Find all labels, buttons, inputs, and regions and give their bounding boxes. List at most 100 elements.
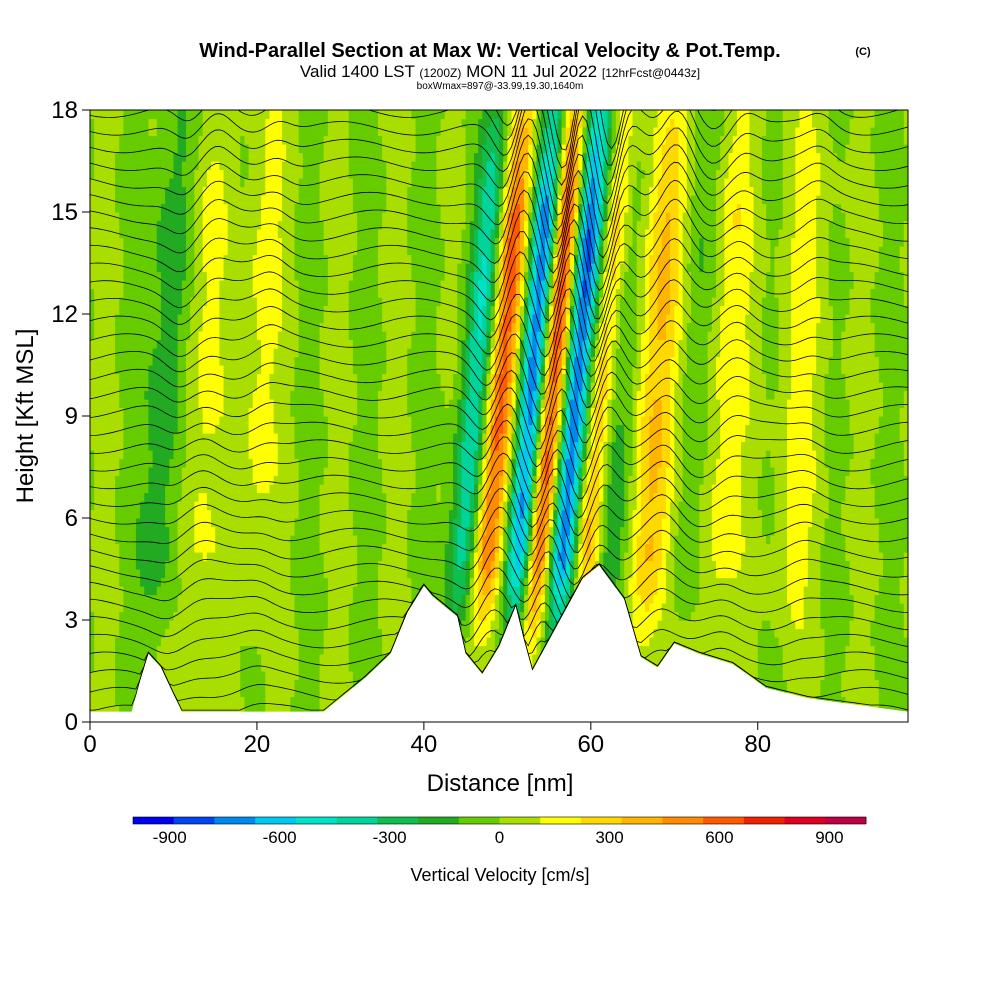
velocity-cell	[745, 611, 750, 621]
velocity-cell	[302, 509, 308, 519]
velocity-cell	[357, 509, 362, 519]
velocity-cell	[177, 671, 183, 681]
velocity-cell	[152, 603, 158, 613]
velocity-cell	[106, 560, 112, 570]
velocity-cell	[686, 637, 692, 647]
velocity-cell	[682, 620, 688, 630]
velocity-cell	[824, 509, 830, 519]
velocity-cell	[820, 594, 826, 604]
velocity-cell	[465, 603, 471, 613]
velocity-cell	[615, 509, 621, 519]
velocity-cell	[611, 577, 617, 587]
velocity-cell	[607, 560, 613, 570]
velocity-cell	[94, 654, 99, 664]
velocity-cell	[720, 518, 725, 528]
velocity-cell	[302, 535, 308, 545]
velocity-cell	[841, 603, 846, 613]
velocity-cell	[837, 535, 842, 545]
velocity-cell	[753, 509, 759, 519]
velocity-cell	[665, 526, 671, 536]
velocity-cell	[202, 586, 208, 596]
velocity-cell	[357, 577, 362, 587]
velocity-cell	[845, 509, 851, 519]
velocity-cell	[853, 611, 859, 621]
velocity-cell	[340, 586, 346, 596]
velocity-cell	[774, 509, 780, 519]
velocity-cell	[665, 628, 671, 638]
velocity-cell	[690, 577, 696, 587]
velocity-cell	[173, 560, 179, 570]
velocity-cell	[661, 628, 667, 638]
velocity-cell	[227, 518, 233, 528]
velocity-cell	[845, 662, 851, 672]
velocity-cell	[181, 518, 187, 528]
velocity-cell	[507, 586, 513, 596]
velocity-cell	[690, 552, 696, 562]
velocity-cell	[582, 552, 588, 562]
velocity-cell	[231, 552, 237, 562]
velocity-cell	[703, 526, 709, 536]
velocity-cell	[645, 586, 650, 596]
velocity-cell	[223, 696, 229, 706]
velocity-cell	[524, 620, 529, 630]
velocity-cell	[478, 611, 483, 621]
velocity-cell	[649, 543, 655, 553]
velocity-cell	[841, 518, 846, 528]
velocity-cell	[661, 509, 667, 519]
velocity-cell	[123, 628, 129, 638]
velocity-cell	[102, 586, 108, 596]
velocity-cell	[256, 654, 262, 664]
velocity-cell	[478, 645, 483, 655]
velocity-cell	[256, 543, 262, 553]
velocity-cell	[348, 679, 354, 689]
velocity-cell	[524, 603, 529, 613]
velocity-cell	[265, 696, 271, 706]
velocity-cell	[202, 679, 208, 689]
velocity-cell	[148, 552, 154, 562]
velocity-cell	[732, 645, 738, 655]
velocity-cell	[611, 526, 617, 536]
velocity-cell	[106, 705, 112, 712]
velocity-cell	[766, 552, 771, 562]
velocity-cell	[557, 594, 563, 604]
velocity-cell	[315, 628, 321, 638]
velocity-cell	[720, 552, 725, 562]
velocity-cell	[115, 603, 120, 613]
velocity-cell	[286, 560, 291, 570]
velocity-cell	[181, 603, 187, 613]
velocity-cell	[273, 560, 279, 570]
velocity-cell	[540, 611, 546, 621]
velocity-cell	[236, 628, 241, 638]
velocity-cell	[219, 671, 225, 681]
velocity-cell	[799, 620, 805, 630]
velocity-cell	[820, 535, 826, 545]
velocity-cell	[799, 628, 805, 638]
velocity-cell	[899, 535, 905, 545]
velocity-cell	[711, 628, 717, 638]
velocity-cell	[703, 569, 709, 579]
velocity-cell	[674, 560, 680, 570]
velocity-cell	[611, 560, 617, 570]
velocity-cell	[478, 543, 483, 553]
velocity-cell	[185, 535, 191, 545]
velocity-cell	[290, 577, 296, 587]
velocity-cell	[657, 620, 663, 630]
velocity-cell	[198, 705, 204, 712]
velocity-cell	[607, 535, 613, 545]
velocity-cell	[849, 594, 855, 604]
velocity-cell	[645, 645, 650, 655]
velocity-cell	[223, 543, 229, 553]
velocity-cell	[795, 586, 801, 596]
velocity-cell	[357, 535, 362, 545]
velocity-cell	[457, 535, 463, 545]
velocity-cell	[357, 645, 362, 655]
velocity-cell	[590, 535, 596, 545]
velocity-cell	[724, 518, 730, 528]
velocity-cell	[582, 518, 588, 528]
velocity-cell	[682, 543, 688, 553]
velocity-cell	[265, 577, 271, 587]
velocity-cell	[194, 637, 200, 647]
velocity-cell	[678, 518, 684, 528]
velocity-cell	[557, 543, 563, 553]
velocity-cell	[348, 628, 354, 638]
